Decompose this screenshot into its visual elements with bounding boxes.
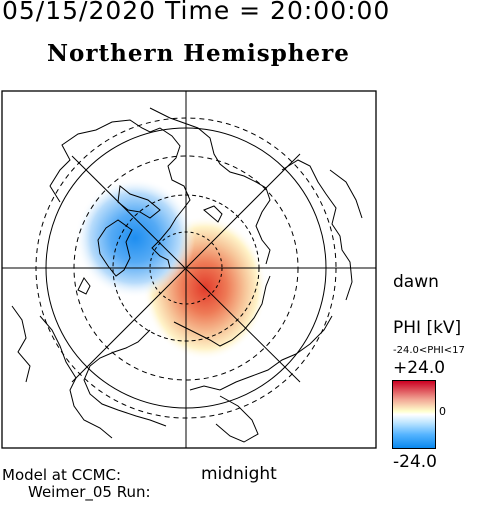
polar-potential-map	[1, 90, 377, 449]
colorbar-min-label: -24.0	[393, 452, 437, 472]
colorbar-title: PHI [kV]	[393, 318, 462, 338]
colorbar-range: -24.0<PHI<17	[393, 345, 465, 356]
meridian-lines	[2, 91, 376, 448]
run-label: Weimer_05 Run:	[28, 483, 151, 501]
map-coastlines	[11, 107, 363, 443]
dawn-label: dawn	[393, 272, 439, 292]
hemisphere-title: Northern Hemisphere	[47, 40, 350, 67]
colorbar	[392, 380, 436, 449]
colorbar-max-label: +24.0	[393, 358, 446, 378]
colorbar-zero-label: 0	[439, 405, 446, 418]
polar-map-panel	[0, 90, 378, 450]
midnight-label: midnight	[201, 464, 277, 484]
datetime-title: 05/15/2020 Time = 20:00:00	[2, 0, 391, 25]
model-label: Model at CCMC:	[2, 466, 122, 484]
